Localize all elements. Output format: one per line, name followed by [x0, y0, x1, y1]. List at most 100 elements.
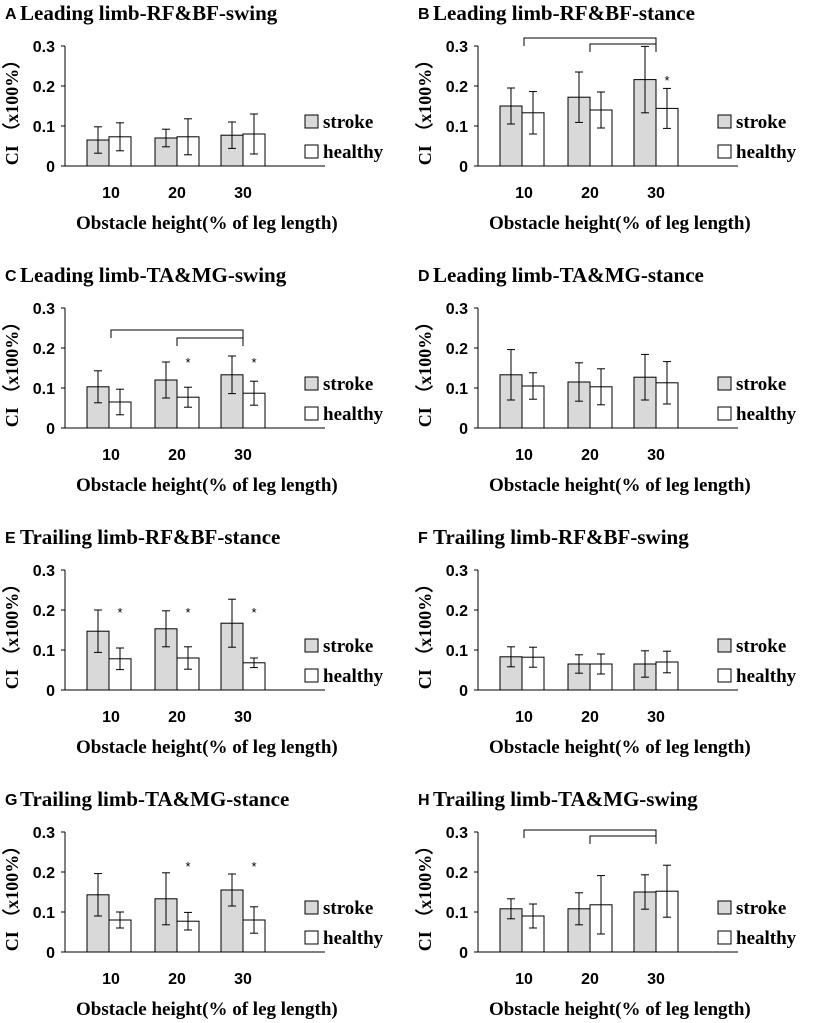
panel-a-xlabel: Obstacle height(% of leg length) — [76, 213, 338, 234]
panel-a-ytick: 0.1 — [33, 119, 55, 136]
panel-a-xtick: 10 — [102, 185, 120, 202]
panel-h-legend-healthy: healthy — [736, 928, 797, 949]
panel-a-xtick: 30 — [234, 185, 252, 202]
panel-h-ytick: 0.3 — [446, 825, 468, 842]
panel-g-significance-star: * — [251, 859, 256, 874]
panel-c-ylabel: CI （x100%） — [2, 313, 22, 428]
panel-d-letter: D — [418, 268, 430, 285]
panel-h-xtick: 20 — [581, 971, 599, 988]
panel-e-significance-star: * — [117, 605, 122, 620]
panel-c-legend-swatch-stroke — [304, 376, 319, 391]
panel-a-ytick: 0 — [46, 159, 55, 176]
panel-f-ytick: 0.2 — [446, 603, 468, 620]
panel-b-ytick: 0.2 — [446, 79, 468, 96]
panel-h-legend-swatch-healthy — [717, 930, 732, 945]
panel-a-letter: A — [5, 6, 17, 23]
panel-b-legend-swatch-healthy — [717, 144, 732, 159]
panel-c-ytick: 0.3 — [33, 301, 55, 318]
panel-d-legend-swatch-healthy — [717, 406, 732, 421]
panel-h-ylabel: CI （x100%） — [415, 837, 435, 952]
panel-d-xlabel: Obstacle height(% of leg length) — [489, 475, 751, 496]
panel-h-xtick: 30 — [647, 971, 665, 988]
panel-f-letter: F — [418, 530, 428, 547]
panel-g-title: Trailing limb-TA&MG-stance — [20, 787, 289, 811]
panel-d-xtick: 20 — [581, 447, 599, 464]
panel-b-ytick: 0.3 — [446, 39, 468, 56]
panel-d-ytick: 0.3 — [446, 301, 468, 318]
panel-c-comparison-bracket — [176, 337, 244, 346]
panel-e-xtick: 20 — [168, 709, 186, 726]
panel-f-title: Trailing limb-RF&BF-swing — [433, 525, 689, 549]
panel-c-xtick: 30 — [234, 447, 252, 464]
panel-g-ytick: 0.2 — [33, 865, 55, 882]
panel-c-legend-swatch-healthy — [304, 406, 319, 421]
panel-b-legend-swatch-stroke — [717, 114, 732, 129]
panel-h-ytick: 0 — [459, 945, 468, 962]
panel-g-significance-star: * — [185, 859, 190, 874]
panel-c-letter: C — [5, 268, 17, 285]
panel-g-ylabel: CI （x100%） — [2, 837, 22, 952]
panel-f-legend-swatch-healthy — [717, 668, 732, 683]
panel-h-legend-swatch-stroke — [717, 900, 732, 915]
panel-h-comparison-bracket — [523, 829, 657, 838]
panel-e-ytick: 0.1 — [33, 643, 55, 660]
panel-g-legend-stroke: stroke — [323, 898, 373, 919]
panel-a-legend-swatch-healthy — [304, 144, 319, 159]
panel-g-xtick: 30 — [234, 971, 252, 988]
panel-b-ylabel: CI （x100%） — [415, 51, 435, 166]
panel-h-ytick: 0.1 — [446, 905, 468, 922]
panel-b-title: Leading limb-RF&BF-stance — [433, 1, 695, 25]
panel-d: D Leading limb-TA&MG-stance 0 0.1 0.2 0.3 CI （… — [415, 263, 797, 496]
panel-d-ytick: 0.2 — [446, 341, 468, 358]
panel-b-xtick: 30 — [647, 185, 665, 202]
panel-b-comparison-bracket — [523, 37, 657, 46]
panel-b-comparison-bracket — [589, 43, 657, 52]
panel-d-legend-healthy: healthy — [736, 404, 797, 425]
panel-b-ytick: 0 — [459, 159, 468, 176]
panel-e-ylabel: CI （x100%） — [2, 575, 22, 690]
panel-b-xtick: 20 — [581, 185, 599, 202]
panel-b-xlabel: Obstacle height(% of leg length) — [489, 213, 751, 234]
panel-d-ytick: 0 — [459, 421, 468, 438]
panel-e-legend-stroke: stroke — [323, 636, 373, 657]
panel-a-ytick: 0.3 — [33, 39, 55, 56]
panel-c-ytick: 0.1 — [33, 381, 55, 398]
panel-f-xtick: 10 — [515, 709, 533, 726]
panel-g-ytick: 0.3 — [33, 825, 55, 842]
panel-b-legend-healthy: healthy — [736, 142, 797, 163]
panel-h: H Trailing limb-TA&MG-swing 0 0.1 0.2 0.3 CI （… — [415, 787, 797, 1020]
panel-f-ytick: 0.3 — [446, 563, 468, 580]
panel-e-xlabel: Obstacle height(% of leg length) — [76, 737, 338, 758]
panel-g-xtick: 20 — [168, 971, 186, 988]
panel-e-ytick: 0.2 — [33, 603, 55, 620]
panel-e: E Trailing limb-RF&BF-stance 0 0.1 0.2 0.3 CI … — [2, 525, 384, 758]
panel-a-legend-stroke: stroke — [323, 112, 373, 133]
panel-d-ytick: 0.1 — [446, 381, 468, 398]
panel-g-letter: G — [5, 792, 17, 809]
panel-f: F Trailing limb-RF&BF-swing 0 0.1 0.2 0.3 CI （… — [415, 525, 797, 758]
panel-b-legend-stroke: stroke — [736, 112, 786, 133]
panel-g-ytick: 0 — [46, 945, 55, 962]
panel-f-ytick: 0 — [459, 683, 468, 700]
panel-c: C Leading limb-TA&MG-swing 0 0.1 0.2 0.3 CI （x… — [2, 263, 384, 496]
panel-c-xtick: 10 — [102, 447, 120, 464]
panel-a-title: Leading limb-RF&BF-swing — [20, 1, 278, 25]
panel-c-ytick: 0.2 — [33, 341, 55, 358]
panel-f-legend-swatch-stroke — [717, 638, 732, 653]
panel-b-xtick: 10 — [515, 185, 533, 202]
panel-e-legend-swatch-stroke — [304, 638, 319, 653]
panel-b-significance-star: * — [664, 73, 669, 88]
panel-c-xlabel: Obstacle height(% of leg length) — [76, 475, 338, 496]
panel-c-title: Leading limb-TA&MG-swing — [20, 263, 287, 287]
panel-f-xtick: 20 — [581, 709, 599, 726]
panel-g-legend-healthy: healthy — [323, 928, 384, 949]
panel-c-xtick: 20 — [168, 447, 186, 464]
panel-g-legend-swatch-healthy — [304, 930, 319, 945]
panel-f-ytick: 0.1 — [446, 643, 468, 660]
panel-d-legend-swatch-stroke — [717, 376, 732, 391]
panel-h-legend-stroke: stroke — [736, 898, 786, 919]
panel-e-xtick: 30 — [234, 709, 252, 726]
panel-e-ytick: 0.3 — [33, 563, 55, 580]
panel-c-ytick: 0 — [46, 421, 55, 438]
panel-c-significance-star: * — [251, 355, 256, 370]
